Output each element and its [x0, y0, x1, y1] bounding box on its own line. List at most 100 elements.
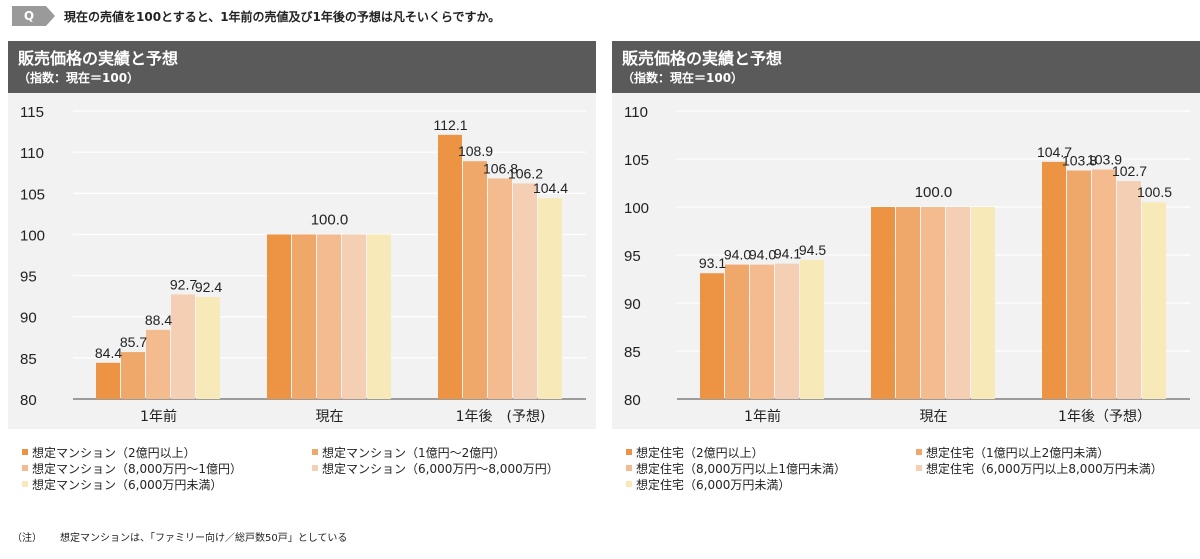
legend-swatch — [312, 448, 318, 455]
y-tick-label: 110 — [624, 104, 648, 121]
data-label: 108.9 — [458, 143, 493, 159]
data-label: 94.0 — [749, 247, 776, 263]
bar — [196, 296, 220, 399]
x-category-label: 現在 — [920, 409, 948, 425]
data-label: 92.7 — [170, 276, 197, 292]
data-label: 112.1 — [434, 117, 468, 133]
y-tick-label: 80 — [20, 392, 37, 409]
footnote: （注） 想定マンションは、「ファミリー向け／総戸数50戸」としている — [12, 529, 365, 544]
bar — [342, 234, 366, 399]
data-label: 92.4 — [195, 279, 222, 295]
legend-swatch — [916, 464, 922, 471]
legend-label: 想定住宅（1億円以上2億円未満） — [926, 446, 1110, 460]
chart-title: 販売価格の実績と予想 — [622, 49, 783, 68]
data-label: 103.8 — [1062, 153, 1097, 169]
chart-subtitle: （指数：現在＝100） — [622, 71, 744, 85]
legend-swatch — [626, 464, 632, 471]
bar — [921, 207, 945, 399]
question-text: 現在の売値を100とすると、1年前の売値及び1年後の予想は凡そいくらですか。 — [64, 10, 501, 24]
y-tick-label: 100 — [20, 227, 45, 244]
y-tick-label: 90 — [20, 310, 37, 327]
bar — [700, 273, 724, 399]
legend-label: 想定マンション（8,000万円～1億円） — [32, 462, 242, 476]
data-label: 100.0 — [915, 184, 953, 201]
bar — [896, 207, 920, 399]
bar — [292, 234, 316, 399]
chart-subtitle: （指数：現在＝100） — [18, 71, 140, 85]
y-tick-label: 110 — [20, 145, 44, 162]
data-label: 94.5 — [799, 242, 826, 258]
x-category-label: 1年後 (予想) — [456, 409, 546, 425]
bar — [438, 134, 462, 399]
x-category-label: 1年後（予想） — [1058, 409, 1151, 425]
y-tick-label: 105 — [20, 186, 45, 203]
legend-swatch — [626, 448, 632, 455]
bar-chart-condo: 80 85 90 95 100 105 110 115 84.485.7 88.4 92.792.4… — [20, 104, 586, 425]
data-label: 104.7 — [1037, 144, 1072, 160]
data-label: 103.9 — [1087, 152, 1122, 168]
legend-label: 想定マンション（6,000万円未満） — [32, 478, 223, 492]
bar — [367, 234, 391, 399]
legend-label: 想定住宅（8,000万円以上1億円未満） — [636, 462, 846, 476]
legend-item: 想定マンション（8,000万円～1億円） — [22, 461, 242, 477]
y-tick-label: 95 — [20, 269, 37, 286]
bar — [946, 207, 970, 399]
legend-swatch — [312, 464, 318, 471]
data-label: 94.1 — [774, 246, 801, 262]
legend-item: 想定住宅（2億円以上） — [626, 445, 764, 461]
bar — [775, 263, 799, 399]
data-label: 100.0 — [311, 211, 349, 228]
legend-item: 想定マンション（2億円以上） — [22, 445, 196, 461]
legend-label: 想定住宅（6,000万円未満） — [636, 478, 791, 492]
legend-item: 想定住宅（6,000万円未満） — [626, 477, 790, 493]
bar — [513, 183, 537, 399]
y-tick-label: 90 — [624, 296, 641, 313]
bar — [121, 352, 145, 399]
legend-swatch — [626, 480, 632, 487]
legend-label: 想定マンション（1億円～2億円） — [322, 446, 506, 460]
legend-swatch — [22, 480, 28, 487]
chart-header: 販売価格の実績と予想 （指数：現在＝100） — [612, 41, 1200, 93]
data-label: 93.1 — [699, 255, 726, 271]
y-tick-label: 80 — [624, 392, 641, 409]
y-tick-label: 100 — [624, 200, 649, 217]
legend-swatch — [916, 448, 922, 455]
legend-label: 想定住宅（2億円以上） — [636, 446, 764, 460]
data-label: 88.4 — [145, 312, 172, 328]
data-label: 100.5 — [1137, 184, 1172, 200]
x-category-label: 1年前 — [140, 408, 177, 425]
bar — [317, 234, 341, 399]
bar — [800, 259, 824, 399]
footnote-label: （注） — [12, 533, 42, 544]
data-label: 85.7 — [120, 334, 147, 350]
y-tick-label: 85 — [624, 344, 641, 361]
bar — [488, 178, 512, 399]
y-tick-label: 85 — [20, 351, 37, 368]
legend-label: 想定住宅（6,000万円以上8,000万円未満） — [926, 462, 1163, 476]
data-label: 102.7 — [1112, 163, 1147, 179]
chart-panel-condo: 販売価格の実績と予想 （指数：現在＝100） 80 85 90 95 100 105 110… — [8, 41, 596, 492]
bar — [463, 161, 487, 399]
bar-chart-house: 8085909510010511093.194.094.094.194.51年前… — [624, 104, 1190, 425]
bar — [146, 329, 170, 399]
bar — [267, 234, 291, 399]
legend-item: 想定マンション（1億円～2億円） — [312, 445, 505, 461]
chart-title: 販売価格の実績と予想 — [18, 49, 179, 68]
bar — [96, 362, 120, 399]
y-tick-label: 105 — [624, 152, 649, 169]
bar — [1092, 169, 1116, 399]
legend-label: 想定マンション（2億円以上） — [32, 446, 196, 460]
question-badge: Q — [12, 6, 55, 26]
legend-item: 想定住宅（8,000万円以上1億円未満） — [626, 461, 846, 477]
bar — [171, 294, 195, 399]
x-category-label: 現在 — [316, 409, 344, 425]
data-label: 106.2 — [508, 165, 543, 181]
x-category-label: 1年前 — [744, 408, 781, 425]
chart-header: 販売価格の実績と予想 （指数：現在＝100） — [8, 41, 596, 93]
bar — [1117, 181, 1141, 399]
legend-item: 想定マンション（6,000万円～8,000万円） — [312, 461, 559, 477]
bar — [971, 207, 995, 399]
y-tick-label: 95 — [624, 248, 641, 265]
legend-swatch — [22, 448, 28, 455]
data-label: 106.8 — [483, 160, 518, 176]
